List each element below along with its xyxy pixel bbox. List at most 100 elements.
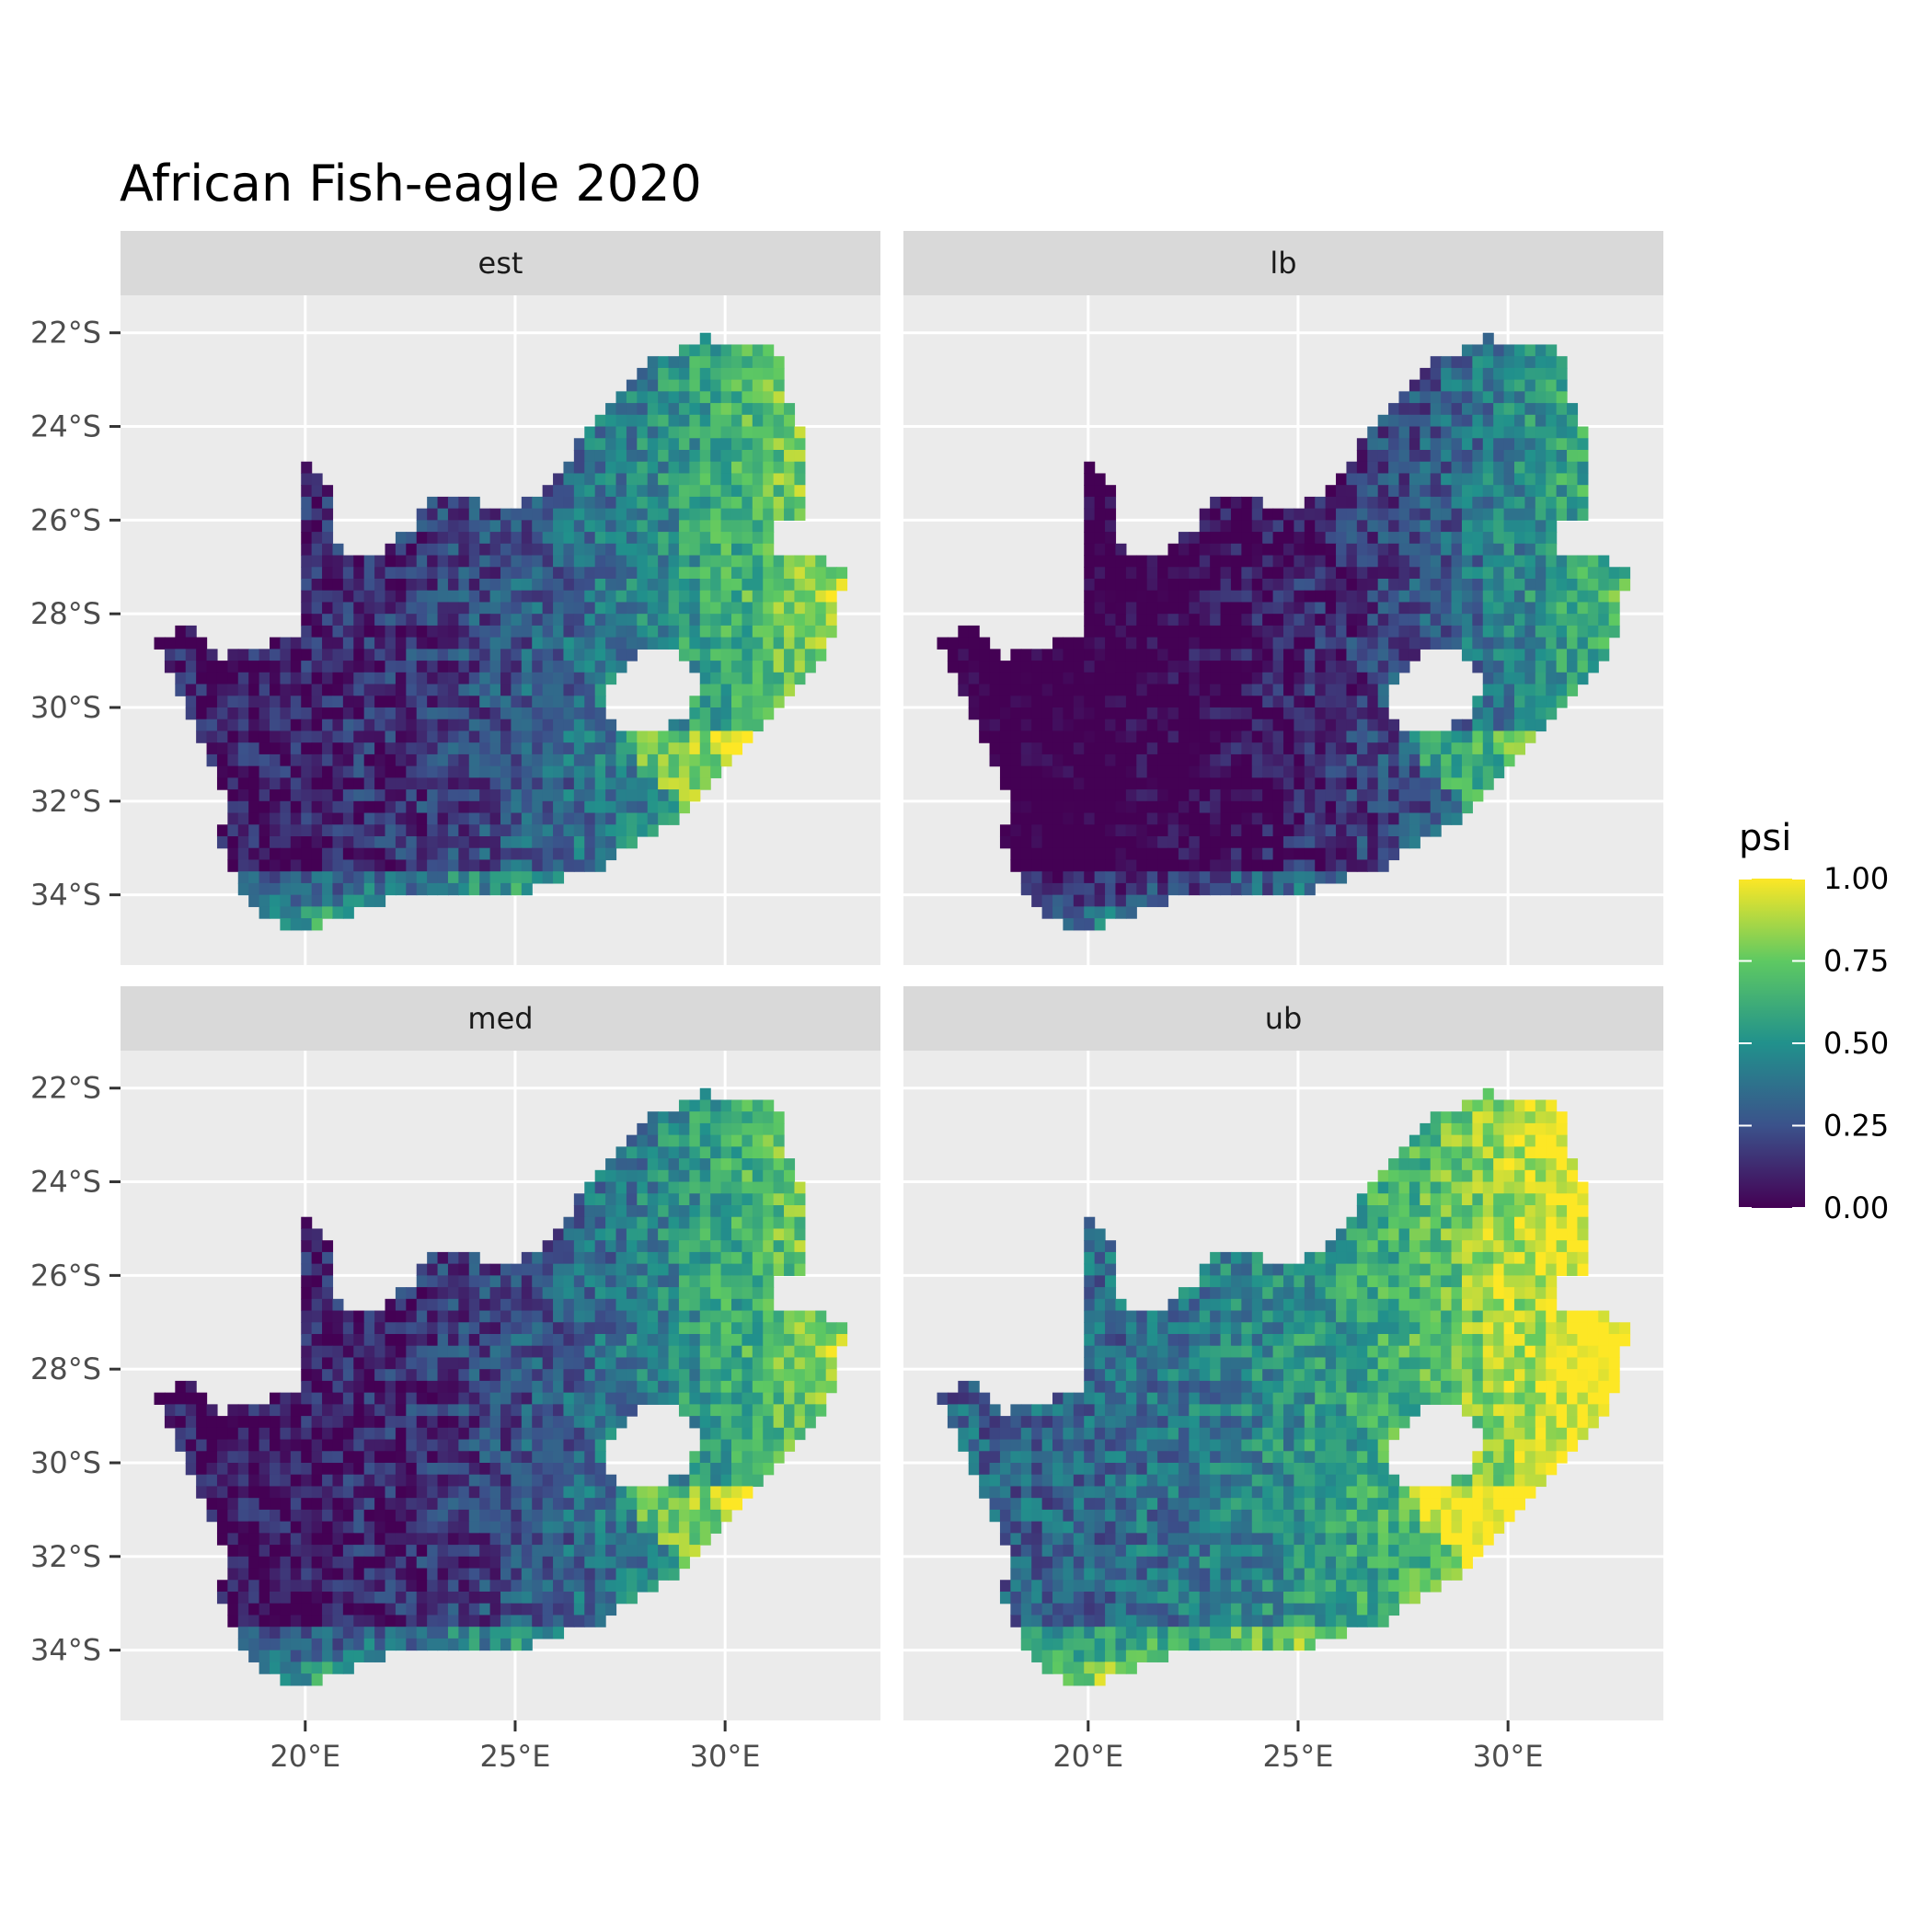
raster-cell <box>479 742 491 755</box>
raster-cell <box>1262 707 1274 720</box>
raster-cell <box>353 1427 365 1441</box>
raster-cell <box>259 1451 270 1464</box>
raster-cell <box>1262 508 1274 521</box>
raster-cell <box>763 543 775 557</box>
raster-cell <box>1262 567 1274 580</box>
raster-cell <box>427 1380 439 1394</box>
raster-cell <box>1482 684 1494 696</box>
raster-cell <box>374 777 386 790</box>
raster-cell <box>668 812 680 825</box>
raster-cell <box>730 1427 743 1441</box>
raster-cell <box>689 379 701 392</box>
raster-cell <box>542 847 554 861</box>
raster-cell <box>416 1345 428 1359</box>
raster-cell <box>1535 567 1547 580</box>
raster-cell <box>1535 414 1547 428</box>
raster-cell <box>1367 824 1379 837</box>
raster-cell <box>1556 450 1568 463</box>
raster-cell <box>301 1369 313 1382</box>
raster-cell <box>605 824 617 837</box>
raster-cell <box>1157 765 1169 778</box>
raster-cell <box>699 661 711 673</box>
raster-cell <box>1041 730 1053 743</box>
raster-cell <box>1451 602 1463 615</box>
raster-cell <box>1262 812 1274 825</box>
raster-cell <box>1073 753 1085 767</box>
raster-cell <box>311 1380 323 1394</box>
raster-cell <box>1084 614 1096 627</box>
raster-cell <box>416 1463 428 1476</box>
raster-cell <box>311 1251 323 1265</box>
raster-cell <box>763 1240 775 1253</box>
raster-cell <box>699 684 711 696</box>
raster-cell <box>521 1334 533 1347</box>
raster-cell <box>542 789 554 802</box>
raster-cell <box>259 1404 270 1417</box>
raster-cell <box>1189 649 1201 661</box>
raster-cell <box>1063 836 1075 849</box>
raster-cell <box>678 356 690 369</box>
raster-cell <box>1304 496 1316 510</box>
raster-cell <box>416 882 428 896</box>
raster-cell <box>1377 532 1389 545</box>
raster-cell <box>553 625 565 638</box>
raster-cell <box>594 1169 606 1183</box>
raster-cell <box>437 1334 449 1347</box>
raster-cell <box>1304 625 1316 638</box>
raster-cell <box>678 1392 690 1405</box>
raster-cell <box>658 1193 670 1206</box>
raster-cell <box>542 1275 554 1288</box>
raster-cell <box>1178 579 1190 592</box>
raster-cell <box>511 765 523 778</box>
raster-cell <box>1199 730 1211 743</box>
raster-cell <box>710 520 722 533</box>
raster-cell <box>301 602 313 615</box>
raster-cell <box>363 614 375 627</box>
raster-cell <box>511 1310 523 1323</box>
raster-cell <box>1398 496 1410 510</box>
raster-cell <box>553 1380 565 1394</box>
raster-cell <box>1493 496 1505 510</box>
raster-cell <box>416 579 428 592</box>
raster-cell <box>363 1310 375 1323</box>
raster-cell <box>1199 625 1211 638</box>
raster-cell <box>1272 789 1284 802</box>
raster-cell <box>553 649 565 661</box>
raster-cell <box>374 812 386 825</box>
raster-cell <box>668 1474 680 1488</box>
raster-cell <box>521 742 533 755</box>
raster-cell <box>573 1287 585 1300</box>
raster-cell <box>479 1263 491 1276</box>
raster-cell <box>237 707 249 720</box>
raster-cell <box>427 1345 439 1359</box>
raster-cell <box>468 719 480 732</box>
raster-cell <box>815 1380 827 1394</box>
raster-cell <box>1073 789 1085 802</box>
raster-cell <box>342 753 354 767</box>
raster-cell <box>594 707 606 720</box>
raster-cell <box>1356 836 1368 849</box>
raster-cell <box>1283 847 1295 861</box>
raster-cell <box>794 1427 806 1441</box>
raster-cell <box>1084 461 1096 475</box>
raster-cell <box>1272 590 1284 604</box>
raster-cell <box>720 1134 732 1147</box>
raster-cell <box>594 684 606 696</box>
raster-cell <box>542 1474 554 1488</box>
raster-cell <box>1304 579 1316 592</box>
raster-cell <box>668 356 680 369</box>
raster-cell <box>259 824 270 837</box>
raster-cell <box>968 637 980 650</box>
raster-cell <box>553 555 565 568</box>
raster-cell <box>437 1310 449 1323</box>
raster-cell <box>1367 649 1379 661</box>
raster-cell <box>773 1111 785 1124</box>
raster-cell <box>447 1463 459 1476</box>
raster-cell <box>353 859 365 872</box>
raster-cell <box>342 684 354 696</box>
raster-cell <box>342 1427 354 1441</box>
raster-cell <box>1430 614 1442 627</box>
raster-cell <box>1513 707 1526 720</box>
raster-cell <box>437 684 449 696</box>
raster-cell <box>1451 426 1463 439</box>
